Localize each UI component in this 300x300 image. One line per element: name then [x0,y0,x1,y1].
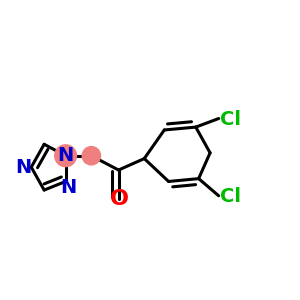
Text: N: N [58,146,74,165]
Circle shape [55,145,76,167]
Circle shape [82,147,100,165]
Text: O: O [110,189,129,209]
Text: Cl: Cl [220,187,241,206]
Text: N: N [15,158,31,177]
Text: Cl: Cl [220,110,241,129]
Text: N: N [60,178,76,197]
